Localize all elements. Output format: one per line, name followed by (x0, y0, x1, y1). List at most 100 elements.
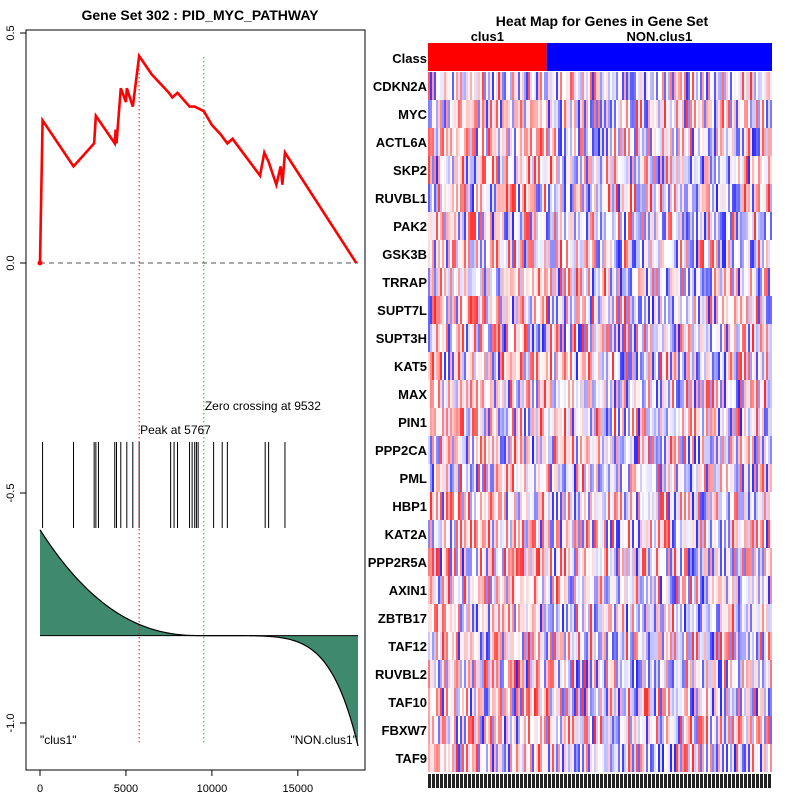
heatmap-cell (638, 492, 640, 520)
heatmap-cell (542, 352, 544, 380)
heatmap-cell (670, 548, 672, 576)
heatmap-cell (554, 128, 556, 156)
heatmap-cell (742, 632, 744, 660)
heatmap-cell (620, 184, 622, 212)
heatmap-cell (488, 268, 490, 296)
heatmap-cell (440, 604, 442, 632)
heatmap-cell (728, 464, 730, 492)
heatmap-cell (522, 492, 524, 520)
heatmap-cell (704, 184, 706, 212)
heatmap-cell (504, 688, 506, 716)
sample-label-mark (740, 774, 743, 788)
heatmap-cell (758, 268, 760, 296)
heatmap-cell (716, 688, 718, 716)
heatmap-cell (702, 100, 704, 128)
heatmap-cell (756, 156, 758, 184)
heatmap-cell (456, 464, 458, 492)
heatmap-cell (560, 156, 562, 184)
heatmap-cell (548, 744, 550, 772)
heatmap-cell (702, 212, 704, 240)
heatmap-cell (644, 492, 646, 520)
heatmap-cell (560, 492, 562, 520)
heatmap-cell (752, 492, 754, 520)
heatmap-cell (480, 268, 482, 296)
heatmap-cell (582, 548, 584, 576)
heatmap-cell (446, 324, 448, 352)
heatmap-cell (462, 548, 464, 576)
heatmap-cell (678, 212, 680, 240)
heatmap-cell (522, 520, 524, 548)
heatmap-cell (508, 604, 510, 632)
heatmap-cell (538, 240, 540, 268)
heatmap-cell (476, 604, 478, 632)
sample-label-mark (604, 774, 607, 788)
heatmap-cell (562, 128, 564, 156)
heatmap-cell (670, 156, 672, 184)
heatmap-cell (746, 212, 748, 240)
heatmap-cell (552, 716, 554, 744)
heatmap-cell (666, 72, 668, 100)
heatmap-cell (600, 660, 602, 688)
heatmap-cell (586, 436, 588, 464)
heatmap-cell (654, 464, 656, 492)
heatmap-cell (504, 548, 506, 576)
heatmap-cell (718, 296, 720, 324)
heatmap-cell (538, 576, 540, 604)
y-axis: 0.50.0-0.5-1.0 (5, 25, 27, 732)
heatmap-cell (548, 352, 550, 380)
heatmap-cell (434, 716, 436, 744)
heatmap-cell (618, 72, 620, 100)
heatmap-cell (558, 324, 560, 352)
heatmap-cell (728, 156, 730, 184)
heatmap-cell (672, 240, 674, 268)
heatmap-cell (476, 520, 478, 548)
heatmap-cell (632, 660, 634, 688)
heatmap-cell (460, 436, 462, 464)
heatmap-cell (696, 184, 698, 212)
heatmap-cell (748, 408, 750, 436)
heatmap-cell (642, 520, 644, 548)
heatmap-cell (682, 660, 684, 688)
heatmap-cell (704, 296, 706, 324)
heatmap-cell (758, 604, 760, 632)
heatmap-cell (532, 688, 534, 716)
heatmap-cell (428, 744, 430, 772)
heatmap-cell (470, 436, 472, 464)
heatmap-cell (534, 380, 536, 408)
heatmap-cell (470, 268, 472, 296)
heatmap-cell (684, 212, 686, 240)
heatmap-cell (522, 296, 524, 324)
heatmap-cell (438, 212, 440, 240)
heatmap-cell (738, 464, 740, 492)
heatmap-cell (624, 380, 626, 408)
heatmap-cell (522, 100, 524, 128)
heatmap-cell (704, 128, 706, 156)
heatmap-cell (728, 408, 730, 436)
heatmap-cell (560, 604, 562, 632)
heatmap-cell (514, 604, 516, 632)
heatmap-cell (430, 100, 432, 128)
heatmap-cell (526, 744, 528, 772)
heatmap-cell (592, 688, 594, 716)
heatmap-cell (616, 268, 618, 296)
heatmap-cell (602, 548, 604, 576)
heatmap-cell (604, 212, 606, 240)
heatmap-cell (654, 268, 656, 296)
heatmap-cell (668, 240, 670, 268)
heatmap-cell (694, 72, 696, 100)
heatmap-cell (746, 380, 748, 408)
heatmap-cell (530, 716, 532, 744)
heatmap-cell (564, 156, 566, 184)
heatmap-cell (552, 212, 554, 240)
heatmap-cell (748, 212, 750, 240)
heatmap-cell (506, 72, 508, 100)
heatmap-cell (446, 520, 448, 548)
heatmap-cell (510, 212, 512, 240)
heatmap-cell (702, 520, 704, 548)
heatmap-cell (740, 492, 742, 520)
heatmap-cell (558, 156, 560, 184)
heatmap-cell (704, 520, 706, 548)
heatmap-cell (704, 212, 706, 240)
heatmap-cell (466, 408, 468, 436)
heatmap-cell (566, 240, 568, 268)
